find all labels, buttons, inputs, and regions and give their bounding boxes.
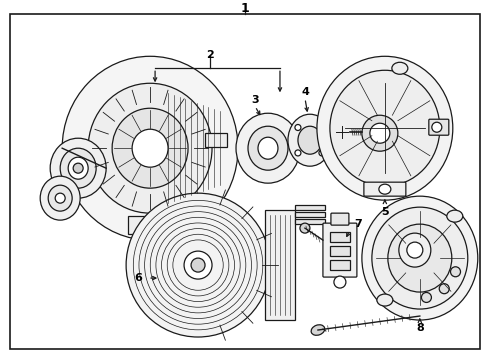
Ellipse shape: [362, 115, 398, 151]
Ellipse shape: [334, 276, 346, 288]
Ellipse shape: [370, 123, 390, 143]
Text: 8: 8: [416, 323, 424, 333]
Ellipse shape: [372, 207, 468, 309]
Bar: [330, 246, 350, 256]
Ellipse shape: [248, 126, 288, 170]
Bar: [295, 205, 325, 210]
Ellipse shape: [432, 122, 442, 132]
Ellipse shape: [140, 217, 160, 233]
Text: 3: 3: [251, 95, 259, 105]
Ellipse shape: [439, 284, 449, 294]
Text: 5: 5: [381, 207, 389, 217]
Ellipse shape: [184, 251, 212, 279]
Ellipse shape: [48, 185, 72, 211]
Ellipse shape: [298, 126, 322, 154]
Ellipse shape: [379, 184, 391, 194]
Ellipse shape: [295, 125, 301, 130]
Ellipse shape: [450, 267, 461, 277]
Text: 4: 4: [301, 87, 309, 97]
Ellipse shape: [295, 150, 301, 156]
Ellipse shape: [60, 148, 96, 188]
Ellipse shape: [330, 70, 440, 186]
Ellipse shape: [62, 56, 238, 240]
Text: 2: 2: [206, 50, 214, 60]
Ellipse shape: [126, 193, 270, 337]
Ellipse shape: [362, 196, 478, 320]
Text: 1: 1: [241, 2, 249, 15]
Bar: [128, 216, 172, 234]
Ellipse shape: [334, 124, 350, 140]
Ellipse shape: [317, 56, 453, 200]
FancyBboxPatch shape: [331, 213, 349, 225]
Bar: [205, 133, 227, 147]
Ellipse shape: [112, 108, 188, 188]
FancyBboxPatch shape: [323, 223, 357, 277]
Ellipse shape: [311, 325, 325, 335]
Bar: [265, 210, 295, 320]
Bar: [295, 212, 325, 217]
Ellipse shape: [447, 210, 463, 222]
Bar: [295, 219, 325, 224]
Ellipse shape: [421, 292, 431, 302]
Ellipse shape: [68, 157, 88, 179]
Ellipse shape: [399, 233, 431, 267]
Ellipse shape: [40, 176, 80, 220]
Ellipse shape: [319, 125, 325, 130]
Ellipse shape: [407, 242, 423, 258]
Ellipse shape: [50, 138, 106, 198]
Ellipse shape: [73, 163, 83, 173]
Ellipse shape: [258, 137, 278, 159]
Ellipse shape: [319, 150, 325, 156]
Text: 6: 6: [134, 273, 142, 283]
Bar: [330, 260, 350, 270]
FancyBboxPatch shape: [429, 119, 449, 135]
FancyBboxPatch shape: [364, 182, 406, 196]
Ellipse shape: [392, 62, 408, 74]
Text: 7: 7: [354, 219, 362, 229]
Ellipse shape: [132, 129, 168, 167]
Ellipse shape: [300, 223, 310, 233]
Ellipse shape: [55, 193, 65, 203]
Ellipse shape: [88, 83, 212, 213]
Ellipse shape: [388, 224, 452, 292]
Bar: [330, 232, 350, 242]
Ellipse shape: [191, 258, 205, 272]
Ellipse shape: [236, 113, 300, 183]
Ellipse shape: [377, 294, 393, 306]
Ellipse shape: [288, 114, 332, 166]
